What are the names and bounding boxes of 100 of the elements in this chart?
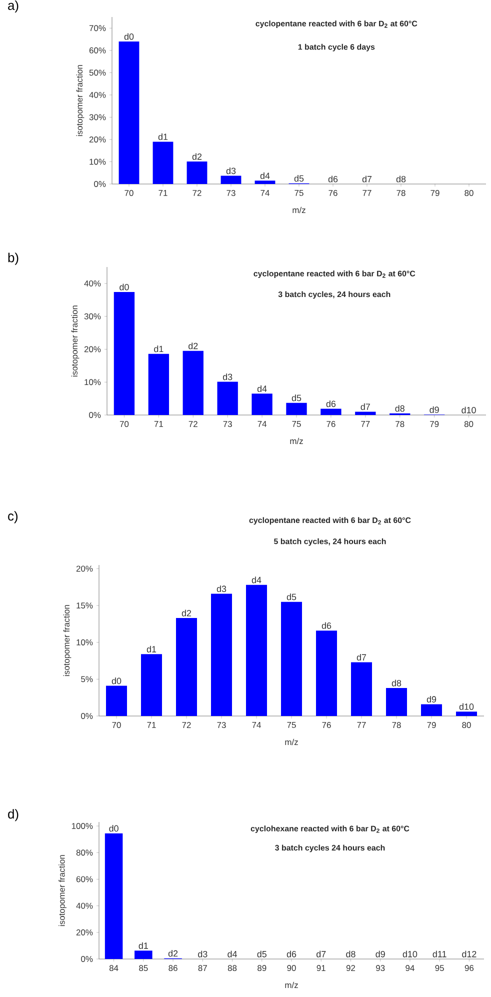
data-label: d3 <box>222 374 232 380</box>
bar <box>355 412 376 416</box>
bar <box>186 162 208 184</box>
x-tick-label: 86 <box>168 965 178 972</box>
x-tick-label: 73 <box>226 190 236 196</box>
x-tick-label: 75 <box>294 190 304 196</box>
bar <box>211 594 232 716</box>
x-tick-label: 70 <box>124 190 134 196</box>
y-tick-label: 60% <box>76 876 93 882</box>
data-label: d7 <box>362 176 372 182</box>
x-tick-label: 95 <box>435 965 444 972</box>
data-label: d1 <box>146 646 156 652</box>
bar <box>456 712 478 716</box>
x-tick-label: 91 <box>316 965 326 972</box>
x-tick-label: 84 <box>109 965 118 972</box>
y-tick-label: 20% <box>76 566 93 572</box>
data-label: d4 <box>257 385 267 392</box>
x-tick-label: 74 <box>252 722 261 728</box>
data-label: d3 <box>226 167 236 174</box>
bar <box>106 686 127 716</box>
y-tick-label: 50% <box>89 70 106 76</box>
data-label: d5 <box>292 394 302 402</box>
y-tick-label: 70% <box>89 25 106 32</box>
x-axis-title: m/z <box>290 438 303 444</box>
bar <box>141 654 162 716</box>
y-tick-label: 100% <box>72 823 93 829</box>
data-label: d6 <box>322 622 332 629</box>
data-label: d10 <box>402 950 418 958</box>
x-axis-title: m/z <box>285 738 298 746</box>
x-tick-label: 75 <box>287 722 296 728</box>
y-tick-label: 40% <box>84 280 101 286</box>
bar <box>176 618 197 716</box>
bar <box>152 142 174 184</box>
data-label: d6 <box>286 950 296 958</box>
bar <box>316 630 338 716</box>
y-axis-title: isotopomer fraction <box>71 306 80 376</box>
y-tick-label: 10% <box>84 379 101 386</box>
y-tick-label: 20% <box>84 346 101 352</box>
x-axis-title: m/z <box>292 206 306 214</box>
data-label: d2 <box>188 342 198 350</box>
x-tick-label: 75 <box>292 421 301 427</box>
x-tick-label: 70 <box>120 421 129 428</box>
data-label: d4 <box>260 172 270 179</box>
x-tick-label: 72 <box>188 421 198 427</box>
text: d) <box>8 809 18 822</box>
data-label: d0 <box>112 678 122 684</box>
y-tick-label: 0% <box>81 956 93 962</box>
data-label: d0 <box>124 33 134 40</box>
x-tick-label: 72 <box>192 190 202 196</box>
bar <box>148 354 170 416</box>
data-label: d2 <box>168 950 178 957</box>
data-label: d9 <box>426 696 436 703</box>
x-tick-label: 70 <box>112 722 121 728</box>
y-tick-label: 80% <box>76 850 93 856</box>
x-tick-label: 93 <box>376 965 385 972</box>
data-label: d6 <box>326 400 336 408</box>
x-tick-label: 80 <box>464 190 474 196</box>
data-label: d9 <box>376 950 385 958</box>
x-tick-label: 72 <box>182 722 191 728</box>
x-tick-label: 79 <box>430 421 439 428</box>
bar <box>118 42 140 184</box>
data-label: d5 <box>294 175 304 182</box>
data-label: d8 <box>392 680 402 686</box>
bar <box>281 602 302 716</box>
bar <box>286 402 307 416</box>
x-tick-label: 78 <box>396 190 406 196</box>
y-tick-label: 20% <box>76 929 93 936</box>
y-tick-label: 40% <box>76 902 93 909</box>
x-tick-label: 92 <box>346 965 356 972</box>
y-tick-label: 0% <box>94 181 106 187</box>
bar <box>351 662 372 716</box>
data-label: d7 <box>360 403 370 410</box>
data-label: d3 <box>216 585 226 592</box>
bar <box>252 394 272 416</box>
bar <box>114 292 135 416</box>
data-label: d2 <box>182 610 192 616</box>
data-label: d1 <box>138 942 148 949</box>
data-label: d1 <box>158 133 168 140</box>
y-tick-label: 60% <box>89 47 106 54</box>
data-label: d7 <box>356 654 366 661</box>
bar <box>386 688 408 716</box>
data-label: d1 <box>154 346 164 352</box>
bar <box>217 382 238 416</box>
x-tick-label: 85 <box>139 965 148 972</box>
data-label: d4 <box>228 950 237 958</box>
y-tick-label: 30% <box>89 114 106 120</box>
x-tick-label: 73 <box>217 722 226 728</box>
x-tick-label: 73 <box>223 421 232 428</box>
x-tick-label: 78 <box>396 421 404 428</box>
y-axis-title: isotopomer fraction <box>76 65 84 136</box>
bar <box>220 176 242 184</box>
y-axis-title: isotopomer fraction <box>63 605 72 676</box>
bar <box>246 584 268 716</box>
y-tick-label: 40% <box>89 92 106 98</box>
data-label: d8 <box>346 950 356 958</box>
data-label: d9 <box>430 406 439 413</box>
y-tick-label: 30% <box>84 313 101 320</box>
y-tick-label: 10% <box>90 158 106 165</box>
x-tick-label: 71 <box>158 190 168 196</box>
x-tick-label: 80 <box>462 722 471 728</box>
